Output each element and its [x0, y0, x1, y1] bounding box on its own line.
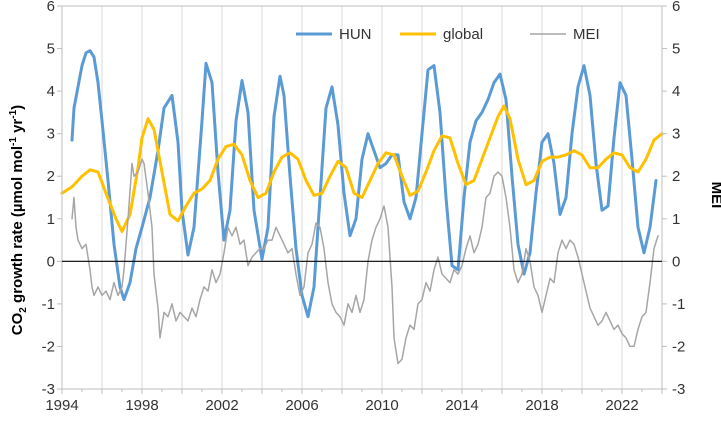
- series-lines: [60, 49, 664, 365]
- legend: HUN global MEI: [296, 26, 600, 43]
- series-line-global: [60, 104, 664, 233]
- y-tick-label-right: 0: [672, 253, 680, 270]
- legend-label-mei: MEI: [573, 26, 600, 43]
- y-tick-label-right: -1: [672, 296, 685, 313]
- y-tick-label-left: 3: [47, 126, 55, 143]
- x-tick-label: 1994: [45, 397, 78, 414]
- y-tick-label-left: 5: [47, 41, 55, 58]
- y-tick-label-left: 2: [47, 168, 55, 185]
- y-tick-label-left: 1: [47, 211, 55, 228]
- vertical-gridlines: [101, 6, 623, 389]
- x-tick-label: 2010: [365, 397, 398, 414]
- y-tick-label-right: 4: [672, 83, 680, 100]
- axes: -3 -3 -2 -2 -1 -1 0 0 1 1 2 2 3 3 4 4 5 5 6 6 1994 1998 2002 20…: [42, 0, 686, 414]
- x-tick-label: 2022: [605, 397, 638, 414]
- y-tick-label-right: 2: [672, 168, 680, 185]
- y-tick-label-left: 0: [47, 253, 55, 270]
- y-axis-title-right: MEI: [708, 182, 721, 209]
- legend-label-hun: HUN: [339, 26, 372, 43]
- y-tick-label-right: 6: [672, 0, 680, 15]
- legend-label-global: global: [443, 26, 483, 43]
- x-tick-label: 2014: [445, 397, 478, 414]
- y-tick-label-right: -2: [672, 338, 685, 355]
- y-tick-label-left: -2: [42, 338, 55, 355]
- series-line-hun: [70, 49, 658, 319]
- x-tick-label: 2006: [285, 397, 318, 414]
- series-line-mei: [71, 158, 659, 365]
- x-tick-label: 1998: [125, 397, 158, 414]
- y-tick-label-right: 3: [672, 126, 680, 143]
- x-tick-label: 2018: [525, 397, 558, 414]
- y-tick-label-left: 4: [47, 83, 55, 100]
- y-tick-label-right: 5: [672, 41, 680, 58]
- y-axis-title-left: CO2 growth rate (µmol mol-1 yr-1): [8, 105, 29, 335]
- x-tick-label: 2002: [205, 397, 238, 414]
- y-tick-label-left: -1: [42, 296, 55, 313]
- y-tick-label-left: 6: [47, 0, 55, 15]
- y-tick-label-right: 1: [672, 211, 680, 228]
- y-tick-label-right: -3: [672, 381, 685, 398]
- y-tick-label-left: -3: [42, 381, 55, 398]
